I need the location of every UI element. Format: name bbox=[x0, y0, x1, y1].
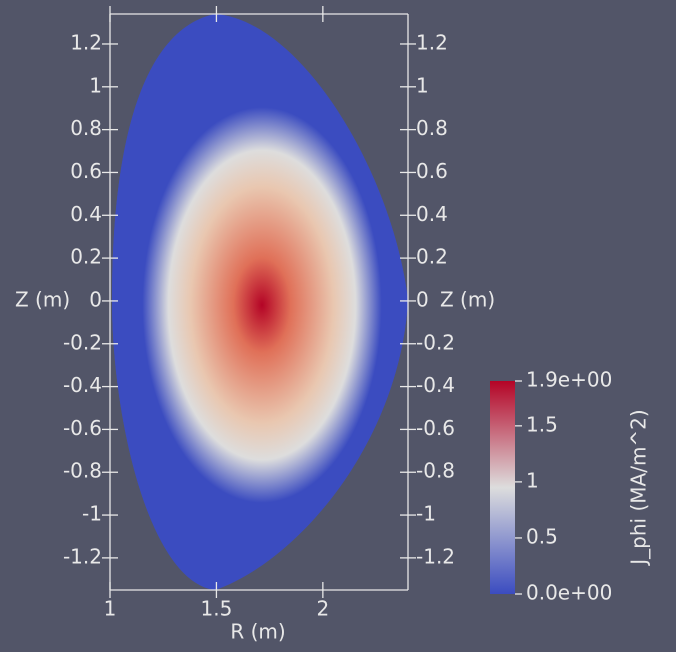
colorbar bbox=[490, 381, 515, 594]
y-tick-label-right: -0.6 bbox=[416, 416, 455, 440]
colorbar-tick-label: 0.0e+00 bbox=[526, 581, 612, 605]
y-tick-label-right: -0.4 bbox=[416, 373, 455, 397]
plasma-field bbox=[112, 14, 408, 590]
y-tick-label-right: -0.8 bbox=[416, 459, 455, 483]
field-core bbox=[112, 14, 408, 590]
y-tick-label-right: 0.2 bbox=[416, 245, 448, 269]
colorbar-tick-label: 1.5 bbox=[526, 412, 558, 436]
y-tick-label: 0 bbox=[89, 287, 102, 311]
y-tick-label: -0.2 bbox=[63, 330, 102, 354]
colorbar-tick-label: 1.9e+00 bbox=[526, 368, 612, 392]
y-tick-label-right: 1.2 bbox=[416, 30, 448, 54]
y-tick-label: -1 bbox=[82, 502, 102, 526]
y-tick-label: 1 bbox=[89, 73, 102, 97]
y-tick-label-right: 0 bbox=[416, 287, 429, 311]
y-tick-label-right: 1 bbox=[416, 73, 429, 97]
y-tick-label: 0.4 bbox=[70, 202, 102, 226]
y-tick-label-right: -1 bbox=[416, 502, 436, 526]
y-tick-label-right: -0.2 bbox=[416, 330, 455, 354]
y-axis-label: Z (m) bbox=[15, 288, 70, 312]
y-tick-label-right: 0.4 bbox=[416, 202, 448, 226]
x-tick-label: 1.5 bbox=[201, 597, 233, 621]
x-tick-label: 1 bbox=[104, 597, 117, 621]
y-tick-label-right: -1.2 bbox=[416, 544, 455, 568]
y-tick-label: 0.8 bbox=[70, 116, 102, 140]
y-tick-label-right: 0.6 bbox=[416, 159, 448, 183]
x-axis-label: R (m) bbox=[230, 620, 285, 644]
colorbar-tick-label: 0.5 bbox=[526, 524, 558, 548]
y-tick-label: -1.2 bbox=[63, 544, 102, 568]
y-tick-label: -0.8 bbox=[63, 459, 102, 483]
y-tick-label: 0.6 bbox=[70, 159, 102, 183]
x-tick-label: 2 bbox=[316, 597, 329, 621]
colorbar-tick-label: 1 bbox=[526, 468, 539, 492]
y-tick-label-right: 0.8 bbox=[416, 116, 448, 140]
y-tick-label: -0.6 bbox=[63, 416, 102, 440]
y-tick-label: 0.2 bbox=[70, 245, 102, 269]
y-axis-label-right: Z (m) bbox=[440, 288, 495, 312]
colorbar-title: J_phi (MA/m^2) bbox=[627, 409, 651, 566]
y-tick-label: 1.2 bbox=[70, 30, 102, 54]
y-tick-label: -0.4 bbox=[63, 373, 102, 397]
